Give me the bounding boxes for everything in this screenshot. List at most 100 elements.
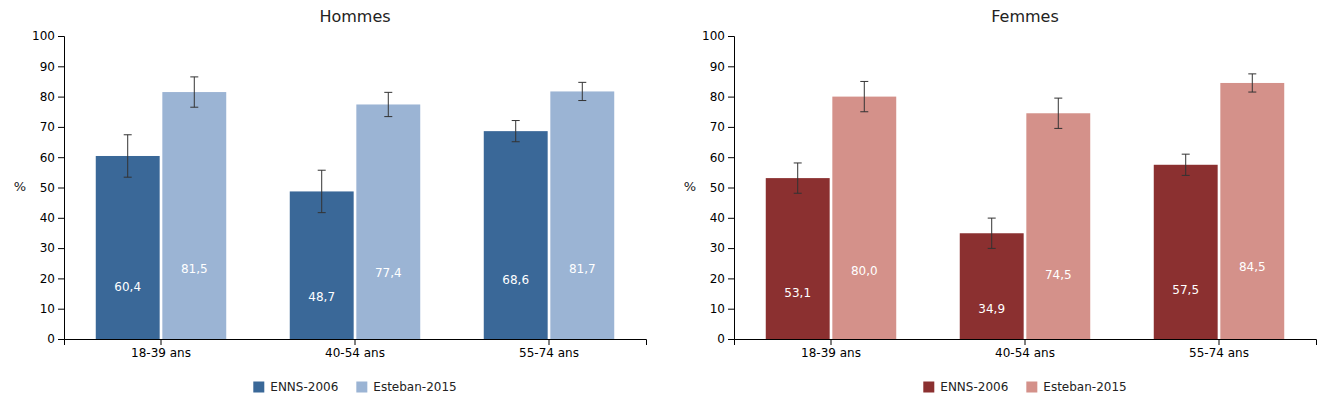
y-tick: 0	[47, 332, 64, 346]
series	[832, 83, 1284, 339]
y-tick: 70	[710, 120, 734, 134]
y-axis-title: %	[684, 179, 696, 194]
chart-container: 0 10 20 30 40 50 60 70 80 90 100 18-39 ans 40-54 ans…	[0, 0, 1340, 413]
axis-line	[65, 340, 647, 346]
error-bars	[124, 121, 520, 213]
error-bar	[1248, 74, 1256, 92]
tick-label: 80	[40, 90, 55, 104]
data-label: 53,1	[784, 286, 811, 300]
legend: ENNS-2006 Esteban-2015	[923, 380, 1126, 394]
data-label: 81,7	[569, 262, 596, 276]
y-tick: 40	[710, 211, 734, 225]
tick-label: 30	[710, 241, 725, 255]
series	[162, 91, 614, 339]
bar	[290, 191, 354, 339]
error-bar	[384, 92, 392, 116]
tick-label: 60	[40, 151, 55, 165]
error-bar	[860, 81, 868, 111]
y-tick: 20	[710, 272, 734, 286]
tick-mark	[1025, 339, 1026, 345]
x-axis: 18-39 ans 40-54 ans 55-74 ans	[735, 339, 1317, 360]
data-label: 68,6	[502, 273, 529, 287]
tick-label: 40-54 ans	[995, 346, 1055, 360]
tick-label: 10	[710, 302, 725, 316]
tick-mark	[58, 36, 64, 37]
error-bar	[794, 163, 802, 193]
bar	[96, 156, 160, 339]
y-tick: 90	[40, 60, 64, 74]
legend-label: ENNS-2006	[940, 380, 1008, 394]
y-tick: 100	[702, 29, 734, 43]
x-tick: 40-54 ans	[325, 339, 385, 360]
y-tick: 0	[717, 332, 734, 346]
bar	[1026, 113, 1090, 339]
tick-mark	[728, 188, 734, 189]
tick-label: 70	[40, 120, 55, 134]
bar	[356, 104, 420, 339]
tick-label: 0	[47, 332, 55, 346]
legend-item: Esteban-2015	[1026, 380, 1126, 394]
y-tick: 60	[40, 151, 64, 165]
tick-label: 40	[710, 211, 725, 225]
data-label: 34,9	[978, 302, 1005, 316]
tick-mark	[728, 97, 734, 98]
data-label: 48,7	[308, 290, 335, 304]
tick-label: 18-39 ans	[131, 346, 191, 360]
y-axis: 0102030405060708090100	[702, 29, 734, 346]
tick-mark	[58, 309, 64, 310]
tick-label: 40	[40, 211, 55, 225]
legend-item: Esteban-2015	[356, 380, 456, 394]
data-label: 80,0	[851, 264, 878, 278]
tick-label: 80	[710, 90, 725, 104]
error-bar	[988, 218, 996, 248]
x-tick: 18-39 ans	[801, 339, 861, 360]
chart-title: Hommes	[319, 7, 390, 26]
tick-mark	[58, 188, 64, 189]
chart-title: Femmes	[991, 7, 1059, 26]
tick-mark	[549, 339, 550, 345]
tick-label: 40-54 ans	[325, 346, 385, 360]
chart-svg: 0 10 20 30 40 50 60 70 80 90 100 18-39 ans 40-54 ans…	[0, 0, 1340, 413]
y-tick: 70	[40, 120, 64, 134]
bar	[550, 91, 614, 339]
tick-mark	[58, 157, 64, 158]
x-tick: 55-74 ans	[519, 339, 579, 360]
tick-mark	[728, 339, 734, 340]
tick-mark	[728, 36, 734, 37]
y-tick: 30	[40, 241, 64, 255]
tick-label: 50	[40, 181, 55, 195]
tick-mark	[58, 127, 64, 128]
legend-label: Esteban-2015	[1043, 380, 1126, 394]
x-tick: 18-39 ans	[131, 339, 191, 360]
tick-label: 90	[40, 60, 55, 74]
legend-swatch	[1026, 382, 1037, 393]
data-label: 84,5	[1239, 260, 1266, 274]
tick-mark	[58, 248, 64, 249]
y-tick: 100	[32, 29, 64, 43]
tick-mark	[728, 157, 734, 158]
bar	[832, 97, 896, 339]
error-bars	[794, 154, 1190, 248]
y-tick: 60	[710, 151, 734, 165]
x-tick: 55-74 ans	[1189, 339, 1249, 360]
tick-mark	[728, 127, 734, 128]
tick-mark	[161, 339, 162, 345]
tick-mark	[58, 66, 64, 67]
tick-label: 55-74 ans	[1189, 346, 1249, 360]
y-tick: 30	[710, 241, 734, 255]
y-tick: 80	[40, 90, 64, 104]
x-tick: 40-54 ans	[995, 339, 1055, 360]
legend: ENNS-2006Esteban-2015	[253, 380, 456, 394]
x-axis: 18-39 ans 40-54 ans 55-74 ans	[65, 339, 647, 360]
axis-line	[735, 340, 1317, 346]
y-tick: 20	[40, 272, 64, 286]
y-tick: 80	[710, 90, 734, 104]
y-tick: 90	[710, 60, 734, 74]
axis-line	[728, 37, 735, 340]
data-label: 60,4	[114, 280, 141, 294]
panel: 010203040506070809010018-39 ans40-54 ans…	[684, 7, 1317, 394]
tick-label: 55-74 ans	[519, 346, 579, 360]
panel: 010203040506070809010018-39 ans40-54 ans…	[14, 7, 647, 394]
y-axis-title: %	[14, 179, 26, 194]
legend-swatch	[253, 382, 264, 393]
